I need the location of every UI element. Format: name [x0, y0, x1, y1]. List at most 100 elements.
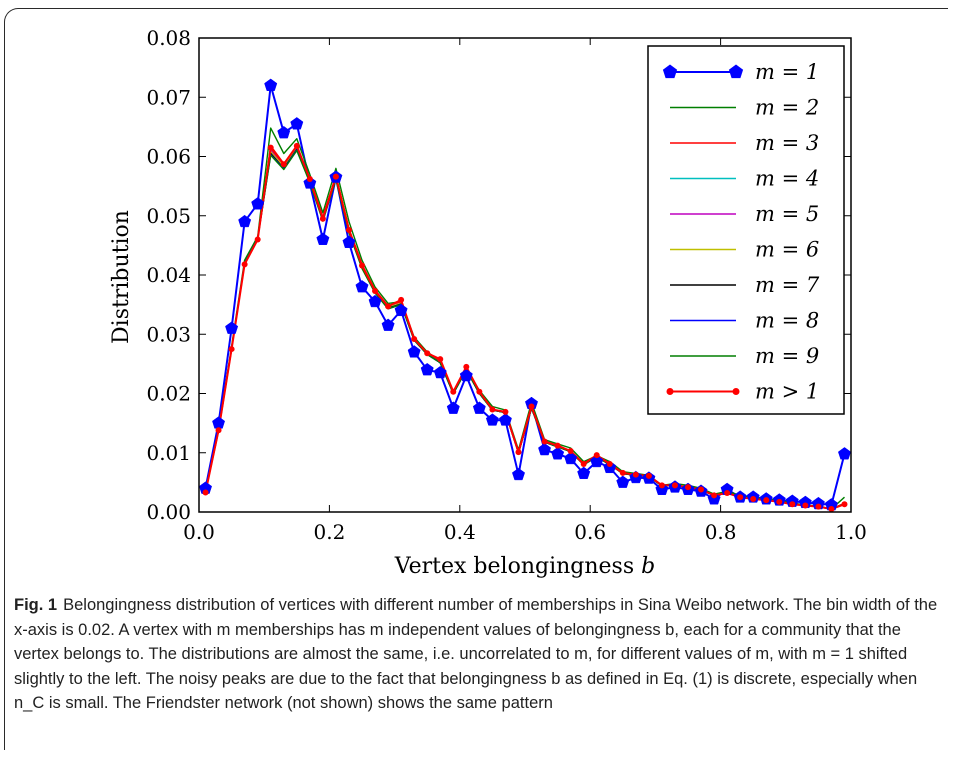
data-point-m-gt-1 — [789, 501, 796, 508]
data-point-m1 — [277, 125, 291, 139]
data-point-m1 — [590, 454, 604, 468]
y-tick-label: 0.02 — [146, 382, 191, 406]
data-point-m-gt-1 — [528, 403, 535, 410]
plot-frame — [198, 37, 852, 513]
data-point-m-gt-1 — [463, 363, 470, 370]
y-tick-label: 0.00 — [146, 500, 191, 524]
x-tick-label: 0.0 — [183, 520, 215, 544]
legend-label: m = 9 — [755, 344, 819, 368]
data-point-m-gt-1 — [202, 489, 209, 496]
data-point-m-gt-1 — [567, 447, 574, 454]
legend-label: m = 8 — [755, 309, 819, 333]
data-point-m-gt-1 — [724, 490, 731, 497]
data-point-m1 — [238, 214, 252, 228]
legend-marker — [666, 388, 674, 395]
x-tick-label: 0.2 — [313, 520, 345, 544]
data-point-m-gt-1 — [411, 335, 418, 342]
data-point-m-gt-1 — [489, 406, 496, 413]
data-point-m-gt-1 — [554, 442, 561, 449]
data-point-m1 — [355, 280, 369, 293]
data-point-m1 — [838, 447, 851, 460]
y-tick-label: 0.07 — [146, 85, 191, 109]
x-tick-label: 0.4 — [444, 520, 476, 544]
y-tick-label: 0.04 — [146, 263, 191, 287]
data-point-m-gt-1 — [254, 236, 261, 243]
y-tick-label: 0.06 — [146, 145, 191, 169]
legend-label: m = 6 — [755, 238, 819, 262]
legend-label: m = 1 — [755, 60, 819, 84]
data-point-m-gt-1 — [502, 408, 509, 415]
data-point-m1 — [342, 235, 356, 248]
data-point-m1 — [251, 197, 265, 210]
y-tick-label: 0.05 — [146, 204, 191, 228]
y-tick-label: 0.01 — [146, 441, 191, 465]
figure-frame — [4, 8, 948, 750]
data-point-m-gt-1 — [580, 461, 587, 468]
data-point-m-gt-1 — [658, 482, 665, 489]
legend-label: m > 1 — [755, 380, 819, 404]
data-point-m1 — [225, 321, 239, 334]
data-point-m-gt-1 — [359, 262, 365, 269]
data-point-m1 — [303, 176, 317, 189]
data-point-m-gt-1 — [450, 388, 457, 395]
legend-label: m = 4 — [755, 167, 819, 191]
data-point-m-gt-1 — [241, 261, 248, 268]
data-point-m1 — [577, 466, 591, 479]
y-tick-label: 0.08 — [146, 26, 191, 50]
data-point-m1 — [472, 401, 486, 414]
data-point-m1 — [459, 368, 473, 382]
data-point-m1 — [446, 401, 460, 414]
data-point-m1 — [655, 482, 669, 495]
legend-label: m = 2 — [755, 96, 819, 120]
data-point-m1 — [381, 318, 395, 331]
data-point-m1 — [485, 413, 499, 426]
data-point-m-gt-1 — [398, 296, 405, 303]
data-point-m-gt-1 — [645, 472, 652, 479]
data-point-m-gt-1 — [541, 438, 548, 445]
data-point-m-gt-1 — [737, 494, 744, 501]
data-point-m-gt-1 — [267, 144, 274, 151]
data-point-m-gt-1 — [815, 503, 822, 510]
data-point-m-gt-1 — [802, 502, 809, 509]
data-point-m-gt-1 — [228, 346, 235, 353]
data-point-m1 — [407, 345, 421, 358]
legend-label: m = 3 — [755, 131, 819, 155]
legend-marker — [728, 64, 744, 79]
data-point-m-gt-1 — [424, 350, 431, 357]
data-point-m-gt-1 — [606, 461, 613, 468]
data-point-m-gt-1 — [828, 506, 835, 513]
line-chart: 0.0 0.2 0.4 0.6 0.8 1.0 0.00 0.01 0.02 0.03 0.04 0.… — [109, 26, 867, 579]
x-tick-label: 1.0 — [835, 520, 867, 544]
data-point-m1 — [433, 365, 447, 379]
data-point-m-gt-1 — [763, 497, 770, 504]
data-point-m-gt-1 — [332, 173, 339, 180]
data-point-m1 — [538, 442, 551, 456]
data-point-m1 — [212, 416, 225, 429]
data-point-m-gt-1 — [593, 452, 600, 459]
data-point-m1 — [316, 232, 330, 245]
data-point-m1 — [264, 78, 278, 91]
figure-caption-text: Belongingness distribution of vertices w… — [14, 596, 938, 712]
legend-label: m = 7 — [755, 273, 820, 297]
data-point-m-gt-1 — [476, 388, 483, 395]
legend-marker — [732, 388, 740, 395]
data-point-m-gt-1 — [671, 482, 678, 489]
data-point-m1 — [290, 117, 304, 130]
data-point-m-gt-1 — [685, 484, 691, 491]
legend: m = 1 m = 2 m = 3 m = 4 m = 5 m = 6 m = 7 m = 8… — [647, 45, 845, 415]
data-point-m1 — [394, 303, 408, 317]
x-tick-label: 0.8 — [705, 520, 737, 544]
plot-area: 0.0 0.2 0.4 0.6 0.8 1.0 0.00 0.01 0.02 0.03 0.04 0.… — [146, 26, 866, 544]
figure-label: Fig. 1 — [14, 596, 58, 614]
data-point-m-gt-1 — [776, 498, 783, 505]
data-point-m-gt-1 — [215, 427, 222, 434]
data-point-m1 — [420, 362, 434, 376]
y-tick-label: 0.03 — [146, 322, 191, 346]
figure-caption: Fig. 1 Belongingness distribution of vert… — [14, 593, 942, 716]
data-point-m1 — [512, 467, 525, 481]
data-point-m-gt-1 — [293, 142, 300, 149]
data-point-m-gt-1 — [345, 226, 352, 233]
x-tick-label: 0.6 — [574, 520, 606, 544]
data-point-m-gt-1 — [280, 161, 287, 168]
data-point-m-gt-1 — [619, 469, 626, 476]
